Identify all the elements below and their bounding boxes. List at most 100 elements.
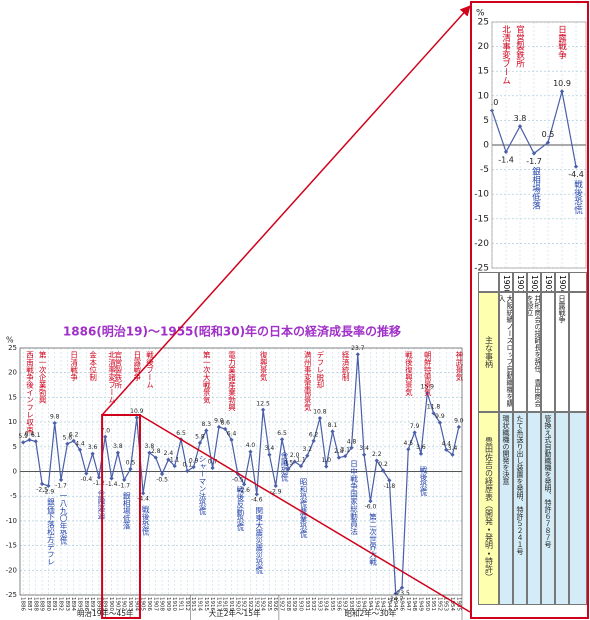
data-label: -24.7 <box>388 596 404 603</box>
x-tick-label: 1893 <box>64 597 70 611</box>
annotation: 戦後恐慌 <box>419 464 428 497</box>
annotation: 銀相場低落 <box>531 166 541 210</box>
data-label: 2.2 <box>372 451 382 458</box>
plot-frame <box>19 347 463 596</box>
table-cell: 日露戦争 <box>555 292 569 412</box>
annotation: 朝鮮特需景気 <box>423 351 432 398</box>
y-tick-label: -20 <box>474 239 489 249</box>
x-tick-label: 1945 <box>392 597 398 611</box>
data-label: 4.0 <box>246 442 256 449</box>
data-label: 3.8 <box>145 443 155 450</box>
connector <box>101 5 471 416</box>
point <box>368 499 373 504</box>
point <box>33 439 38 444</box>
data-label: -4.4 <box>568 170 584 179</box>
row-label: 主な事柄 <box>478 292 499 412</box>
data-label: 10.8 <box>313 409 327 416</box>
point <box>387 478 392 483</box>
era-label: 明治19年〜45年 <box>77 608 134 618</box>
data-label: 3.2 <box>303 446 313 453</box>
data-label: 6.2 <box>69 431 79 438</box>
annotation: 北清事変ブーム <box>107 351 116 404</box>
point <box>324 464 329 469</box>
x-tick-label: 1924 <box>260 597 266 611</box>
point <box>406 447 411 452</box>
x-tick-label: 1951 <box>430 597 436 611</box>
data-label: 0.5 <box>126 460 136 467</box>
data-label: 2.8 <box>334 448 344 455</box>
data-label: 1.1 <box>170 457 180 464</box>
data-label: 10.9 <box>553 79 571 88</box>
annotation: 復興景気 <box>259 350 268 383</box>
annotation: 官営製鉄所 <box>515 24 525 68</box>
point <box>573 164 579 169</box>
x-tick-label: 1888 <box>32 597 38 611</box>
data-label: 9.9 <box>435 413 445 420</box>
point <box>166 457 171 462</box>
x-tick-label: 1890 <box>45 597 51 611</box>
zoom-plot: 7.0 -1.4 3.8 -1.7 0.5 10.9 -4.4 北清事変ブーム 官営製鉄所 日露戦… <box>490 21 586 269</box>
annotation: 戦後恐慌 <box>573 180 583 216</box>
x-tick-label: 1939 <box>354 597 360 611</box>
annotation: 戦後ブーム <box>145 350 154 389</box>
point <box>531 151 537 156</box>
point <box>153 455 158 460</box>
x-tick-label: 1909 <box>165 597 171 611</box>
data-label: 3.4 <box>265 445 275 452</box>
x-tick-label: 1921 <box>241 597 247 611</box>
annotation: 戦後恐慌 <box>141 504 150 537</box>
annotation: 一八九〇年恐慌 <box>59 492 68 546</box>
x-tick-label: 1936 <box>335 597 341 611</box>
x-tick-label: 1914 <box>196 597 202 611</box>
x-tick-label: 1927 <box>279 597 285 611</box>
data-label: 3.6 <box>88 444 98 451</box>
point <box>317 416 323 421</box>
point <box>425 390 430 396</box>
data-label: -2.9 <box>270 488 282 495</box>
table-header-edge <box>569 272 587 292</box>
x-tick-label: 1912 <box>184 597 190 611</box>
annotation: 経済統制 <box>341 350 350 383</box>
point <box>267 452 272 457</box>
point <box>39 481 45 486</box>
x-tick-label: 1920 <box>234 597 240 611</box>
y-tick-label: 10 <box>8 418 17 426</box>
data-label: -1.7 <box>55 482 67 489</box>
point <box>128 466 133 472</box>
point <box>141 491 146 496</box>
annotation: 北清事変ブーム <box>501 25 511 85</box>
data-label: 6.1 <box>31 432 41 439</box>
data-label: 8.3 <box>201 421 211 428</box>
data-label: -1.2 <box>93 480 105 487</box>
x-tick-label: 1899 <box>102 597 108 611</box>
x-tick-label: 1934 <box>323 597 329 611</box>
zoom-y-unit: % <box>476 9 485 19</box>
x-tick-label: 1915 <box>203 597 209 611</box>
data-label: -0.4 <box>80 476 92 483</box>
x-tick-label: 1907 <box>152 597 158 611</box>
table-cell <box>513 292 527 412</box>
point <box>450 452 455 457</box>
x-tick-label: 1952 <box>436 597 442 611</box>
series-line <box>22 354 460 595</box>
point <box>292 459 297 464</box>
x-tick-label: 1935 <box>329 597 335 611</box>
x-tick-label: 1894 <box>70 597 76 611</box>
row-label: 豊田佐吉の経歴表（開発・発明・特許） <box>478 412 499 605</box>
x-tick-label: 1910 <box>171 597 177 611</box>
x-tick-label: 1932 <box>310 597 316 611</box>
column-header: 1901 <box>513 272 527 292</box>
data-label: 9.8 <box>50 414 60 421</box>
point <box>545 140 551 145</box>
x-tick-label: 1929 <box>291 597 297 611</box>
annotation: 西南戦争後インフレ収束 <box>25 351 34 435</box>
x-tick-label: 1903 <box>127 597 133 611</box>
data-label: -1.7 <box>526 157 542 166</box>
era-label: 昭和2年〜30年 <box>345 608 397 618</box>
point <box>355 352 360 357</box>
table-cell: 環状織機の開発を決意 <box>499 412 513 605</box>
annotation: シャーマン法恐慌 <box>198 455 207 516</box>
column-header: 1902 <box>527 272 541 292</box>
point <box>374 458 379 463</box>
